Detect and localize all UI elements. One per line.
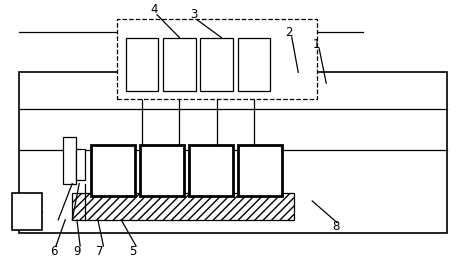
- Bar: [72, 193, 294, 220]
- Text: 8: 8: [332, 220, 339, 233]
- Bar: [19, 72, 447, 233]
- Bar: [238, 145, 282, 196]
- Text: 6: 6: [50, 245, 57, 258]
- Bar: [189, 145, 233, 196]
- Bar: [126, 38, 158, 91]
- Text: 4: 4: [150, 3, 158, 16]
- Bar: [200, 38, 233, 91]
- Text: 5: 5: [129, 245, 137, 258]
- Bar: [163, 38, 196, 91]
- Bar: [12, 193, 42, 230]
- Text: 2: 2: [285, 26, 293, 39]
- Text: 3: 3: [190, 8, 197, 21]
- Text: 9: 9: [73, 245, 81, 258]
- Text: 1: 1: [313, 38, 321, 51]
- Bar: [76, 149, 85, 180]
- Bar: [238, 38, 270, 91]
- Bar: [140, 145, 184, 196]
- Bar: [116, 19, 317, 99]
- Bar: [91, 145, 135, 196]
- Bar: [63, 137, 76, 184]
- Text: 7: 7: [96, 245, 104, 258]
